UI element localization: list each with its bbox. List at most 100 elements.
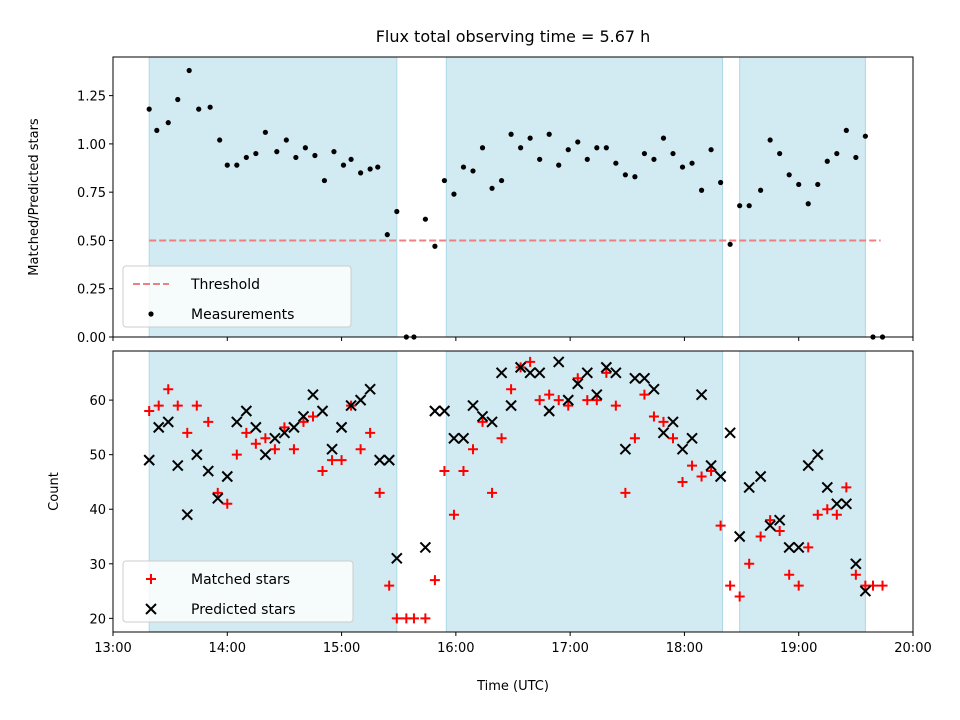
predicted-star-point	[202, 465, 214, 477]
measurement-point	[679, 164, 686, 170]
matched-star-point	[784, 569, 795, 580]
matched-star-point	[822, 504, 833, 515]
predicted-star-point	[754, 470, 767, 483]
matched-star-point	[487, 487, 498, 498]
measurement-point	[489, 185, 495, 191]
legend-predicted-swatch	[145, 603, 157, 615]
predicted-star-point	[438, 405, 451, 417]
matched-star-point	[420, 613, 431, 624]
predicted-star-point	[793, 541, 805, 554]
measurement-point	[302, 145, 308, 151]
predicted-star-point	[859, 585, 872, 597]
measurement-point	[777, 150, 783, 157]
measurement-point	[708, 147, 714, 153]
measurement-point	[217, 137, 223, 143]
predicted-star-point	[153, 421, 165, 434]
measurement-point	[651, 156, 657, 162]
predicted-star-point	[476, 410, 489, 423]
measurement-point	[670, 150, 676, 157]
predicted-star-point	[505, 399, 517, 412]
matched-star-point	[241, 427, 252, 438]
matched-star-point	[648, 411, 659, 422]
x-tick-label: 17:00	[551, 641, 588, 656]
predicted-star-point	[212, 492, 224, 505]
matched-star-point	[803, 542, 814, 553]
bottom-plot: 20 30 40 50 60 13:00 14:00 15:00 16:00 17:00 18:0…	[47, 350, 932, 694]
measurement-point	[786, 172, 792, 178]
matched-star-point	[231, 449, 242, 460]
matched-star-point	[793, 580, 804, 591]
x-tick-label: 16:00	[437, 641, 474, 656]
predicted-star-point	[581, 367, 593, 379]
matched-star-point	[668, 433, 678, 444]
measurement-point	[537, 156, 543, 162]
top-plot: 0.00 0.25 0.50 0.75 1.00 1.25 Matched/Predict…	[27, 56, 914, 346]
predicted-star-point	[591, 388, 603, 401]
matched-star-point	[725, 580, 736, 591]
matched-star-point	[429, 575, 440, 586]
matched-star-point	[591, 395, 602, 406]
measurement-point	[834, 150, 840, 157]
measurement-point	[718, 179, 724, 186]
measurement-point	[758, 187, 764, 193]
predicted-star-point	[686, 432, 698, 445]
legend-label: Threshold	[190, 277, 260, 293]
matched-star-point	[544, 389, 555, 400]
measurement-point	[451, 191, 457, 197]
matched-star-point	[563, 400, 574, 411]
matched-star-point	[525, 356, 536, 367]
predicted-star-point	[764, 519, 776, 532]
measurement-point	[594, 145, 600, 151]
figure-title: Flux total observing time = 5.67 h	[376, 27, 651, 46]
predicted-star-point	[638, 372, 651, 384]
matched-star-point	[715, 520, 726, 531]
shaded-interval	[739, 56, 866, 338]
measurement-point	[603, 145, 609, 151]
predicted-star-point	[783, 541, 795, 554]
matched-star-point	[355, 444, 366, 455]
measurement-point	[312, 152, 318, 159]
measurement-point	[348, 156, 354, 162]
measurement-point	[508, 131, 514, 137]
predicted-star-point	[364, 383, 376, 395]
matched-star-point	[582, 395, 593, 406]
matched-star-point	[327, 455, 338, 466]
predicted-star-point	[676, 443, 689, 455]
matched-star-point	[477, 416, 488, 427]
predicted-star-point	[743, 481, 755, 494]
measurement-point	[154, 127, 160, 133]
predicted-star-point	[553, 356, 565, 368]
predicted-star-point	[335, 421, 348, 434]
x-tick-label: 18:00	[666, 641, 703, 656]
predicted-star-point	[572, 378, 584, 390]
measurement-point	[613, 160, 619, 166]
matched-star-point	[629, 433, 640, 444]
predicted-star-point	[831, 498, 843, 510]
matched-star-point	[639, 389, 650, 400]
y-tick-label: 50	[89, 449, 106, 464]
matched-star-point	[191, 400, 202, 411]
measurement-point	[727, 241, 733, 247]
x-tick-label: 19:00	[780, 641, 817, 656]
predicted-star-point	[733, 530, 746, 543]
matched-star-point	[269, 444, 280, 455]
matched-star-point	[841, 482, 852, 493]
matched-star-point	[658, 416, 669, 427]
measurement-point	[575, 139, 581, 145]
bottom-plot-y-axis-label: Count	[47, 472, 62, 511]
matched-star-point	[163, 384, 174, 395]
matched-star-point	[774, 526, 785, 537]
measurement-point	[384, 232, 390, 238]
predicted-star-point	[714, 470, 727, 483]
predicted-star-point	[524, 367, 536, 379]
predicted-star-point	[667, 416, 679, 428]
legend-matched-swatch	[146, 574, 156, 584]
matched-star-point	[222, 498, 233, 509]
measurement-point	[186, 67, 192, 74]
bottom-plot-frame	[112, 350, 914, 633]
measurement-point	[862, 133, 868, 139]
y-tick-label: 0.50	[77, 234, 106, 249]
matched-star-point	[317, 466, 328, 477]
predicted-star-point	[821, 481, 833, 494]
matched-star-point	[687, 460, 698, 471]
